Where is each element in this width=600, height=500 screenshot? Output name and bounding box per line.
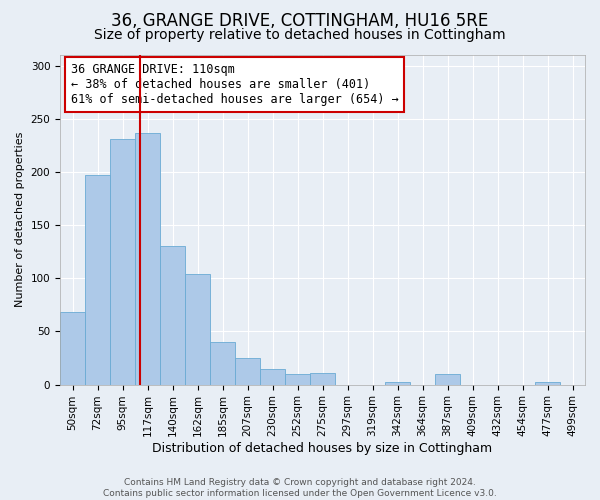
- Bar: [135, 132, 160, 384]
- Text: Size of property relative to detached houses in Cottingham: Size of property relative to detached ho…: [94, 28, 506, 42]
- Text: 36 GRANGE DRIVE: 110sqm
← 38% of detached houses are smaller (401)
61% of semi-d: 36 GRANGE DRIVE: 110sqm ← 38% of detache…: [71, 63, 398, 106]
- Bar: [210, 342, 235, 384]
- Bar: [310, 373, 335, 384]
- Bar: [110, 139, 135, 384]
- Bar: [285, 374, 310, 384]
- Bar: [85, 175, 110, 384]
- Bar: [535, 382, 560, 384]
- Text: Contains HM Land Registry data © Crown copyright and database right 2024.
Contai: Contains HM Land Registry data © Crown c…: [103, 478, 497, 498]
- Bar: [60, 312, 85, 384]
- X-axis label: Distribution of detached houses by size in Cottingham: Distribution of detached houses by size …: [152, 442, 493, 455]
- Text: 36, GRANGE DRIVE, COTTINGHAM, HU16 5RE: 36, GRANGE DRIVE, COTTINGHAM, HU16 5RE: [112, 12, 488, 30]
- Bar: [185, 274, 210, 384]
- Bar: [435, 374, 460, 384]
- Bar: [385, 382, 410, 384]
- Y-axis label: Number of detached properties: Number of detached properties: [15, 132, 25, 308]
- Bar: [260, 368, 285, 384]
- Bar: [235, 358, 260, 384]
- Bar: [160, 246, 185, 384]
